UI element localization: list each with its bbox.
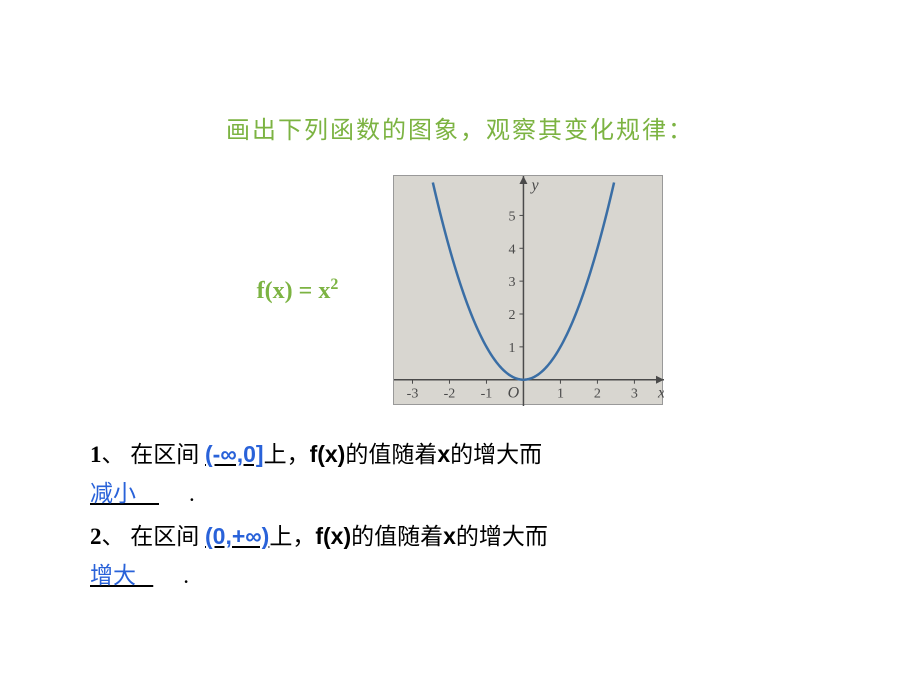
s2-x: x (443, 523, 456, 549)
s2-fx: f(x) (315, 523, 351, 549)
svg-text:4: 4 (509, 242, 516, 257)
s1-answer: 减小 (90, 481, 189, 506)
statements-block: 1、 在区间 (-∞,0]上，f(x)的值随着x的增大而 减小 . 2、 在区间… (90, 435, 830, 595)
svg-text:y: y (530, 177, 540, 194)
svg-text:-3: -3 (407, 387, 419, 402)
formula-prefix: f(x) = x (257, 278, 331, 304)
s2-mid2: 的值随着 (351, 524, 443, 549)
page-title: 画出下列函数的图象，观察其变化规律： (90, 110, 830, 145)
s1-num: 1 (90, 442, 102, 467)
svg-text:5: 5 (509, 209, 516, 224)
s2-period: . (183, 563, 189, 588)
formula: f(x) = x2 (257, 276, 339, 305)
s1-answer-text: 减小 (90, 481, 136, 506)
statement-1: 1、 在区间 (-∞,0]上，f(x)的值随着x的增大而 减小 . (90, 435, 830, 513)
s2-answer: 增大 (90, 563, 183, 588)
s2-mid3: 的增大而 (456, 524, 548, 549)
s2-interval: (0,+∞) (205, 523, 269, 549)
s1-period: . (189, 481, 195, 506)
svg-text:O: O (508, 385, 520, 402)
svg-text:3: 3 (509, 275, 516, 290)
s1-interval: (-∞,0] (205, 441, 264, 467)
s1-mid3: 的增大而 (450, 442, 542, 467)
s1-mid1: 上， (264, 442, 310, 467)
svg-text:-1: -1 (481, 387, 493, 402)
s1-pre: 、 在区间 (102, 442, 206, 467)
title-text: 画出下列函数的图象，观察其变化规律： (226, 118, 694, 144)
svg-text:2: 2 (594, 387, 601, 402)
formula-graph-row: f(x) = x2 -3-2-112312345Oxy (90, 175, 830, 405)
s2-answer-text: 增大 (90, 563, 136, 588)
s1-mid2: 的值随着 (345, 442, 437, 467)
parabola-graph: -3 -2 -1 1 2 3 1 2 3 4 5 Ox y (393, 175, 663, 405)
statement-2: 2、 在区间 (0,+∞)上，f(x)的值随着x的增大而 增大 . (90, 517, 830, 595)
svg-text:x: x (657, 385, 664, 402)
graph-svg: -3 -2 -1 1 2 3 1 2 3 4 5 Ox y (394, 176, 664, 406)
svg-text:1: 1 (557, 387, 564, 402)
svg-text:1: 1 (509, 341, 516, 356)
s1-fx: f(x) (310, 441, 346, 467)
s2-num: 2 (90, 524, 102, 549)
s2-pre: 、 在区间 (102, 524, 206, 549)
svg-text:-2: -2 (444, 387, 456, 402)
svg-text:3: 3 (631, 387, 638, 402)
svg-text:2: 2 (509, 308, 516, 323)
s2-mid1: 上， (269, 524, 315, 549)
formula-exp: 2 (330, 276, 338, 293)
s1-x: x (437, 441, 450, 467)
